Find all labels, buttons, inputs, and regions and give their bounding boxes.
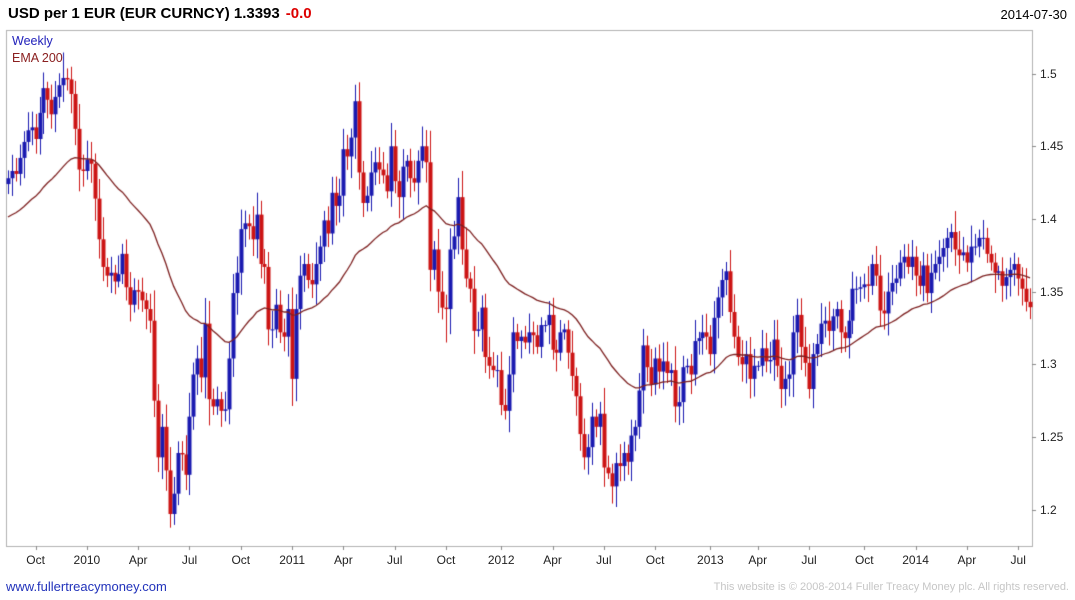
x-axis-label: Apr bbox=[128, 553, 148, 567]
y-axis-label: 1.25 bbox=[1040, 429, 1064, 444]
x-axis-label: 2010 bbox=[73, 553, 101, 567]
x-axis-label: Jul bbox=[596, 553, 612, 567]
x-axis-label: Oct bbox=[26, 553, 45, 567]
x-axis-label: Jul bbox=[801, 553, 817, 567]
x-axis-label: Jul bbox=[387, 553, 403, 567]
x-axis-label: Apr bbox=[334, 553, 353, 567]
chart-title: USD per 1 EUR (EUR CURNCY) 1.3393 -0.0 bbox=[8, 5, 312, 22]
legend-ema-label: EMA 200 bbox=[12, 51, 63, 65]
x-axis-label: Jul bbox=[1010, 553, 1026, 567]
chart-date: 2014-07-30 bbox=[1000, 7, 1068, 22]
x-axis-label: 2014 bbox=[902, 553, 929, 567]
x-axis-label: Oct bbox=[436, 553, 456, 567]
x-axis-label: Apr bbox=[543, 553, 562, 567]
instrument-title: USD per 1 EUR (EUR CURNCY) 1.3393 bbox=[8, 5, 280, 22]
y-axis-label: 1.5 bbox=[1040, 66, 1057, 81]
y-axis-label: 1.4 bbox=[1040, 211, 1057, 226]
x-axis-label: Apr bbox=[957, 553, 977, 567]
x-axis-label: Jul bbox=[181, 553, 198, 567]
x-axis-label: 2012 bbox=[487, 553, 515, 567]
x-axis-label: 2013 bbox=[697, 553, 724, 567]
y-axis-label: 1.45 bbox=[1040, 139, 1064, 154]
y-axis-label: 1.35 bbox=[1040, 284, 1064, 299]
x-axis-label: 2011 bbox=[279, 553, 305, 567]
legend-weekly-label: Weekly bbox=[12, 34, 53, 48]
footer-link[interactable]: www.fullertreacymoney.com bbox=[6, 579, 167, 594]
x-axis-label: Oct bbox=[231, 553, 251, 567]
chart-legend: Weekly EMA 200 bbox=[12, 33, 63, 67]
price-change: -0.0 bbox=[285, 5, 312, 22]
x-axis-label: Oct bbox=[645, 553, 665, 567]
footer-copyright: This website is © 2008-2014 Fuller Treac… bbox=[713, 581, 1069, 593]
x-axis-label: Apr bbox=[748, 553, 768, 567]
y-axis-label: 1.2 bbox=[1040, 502, 1057, 517]
x-axis-label: Oct bbox=[854, 553, 874, 567]
y-axis-label: 1.3 bbox=[1040, 357, 1057, 372]
